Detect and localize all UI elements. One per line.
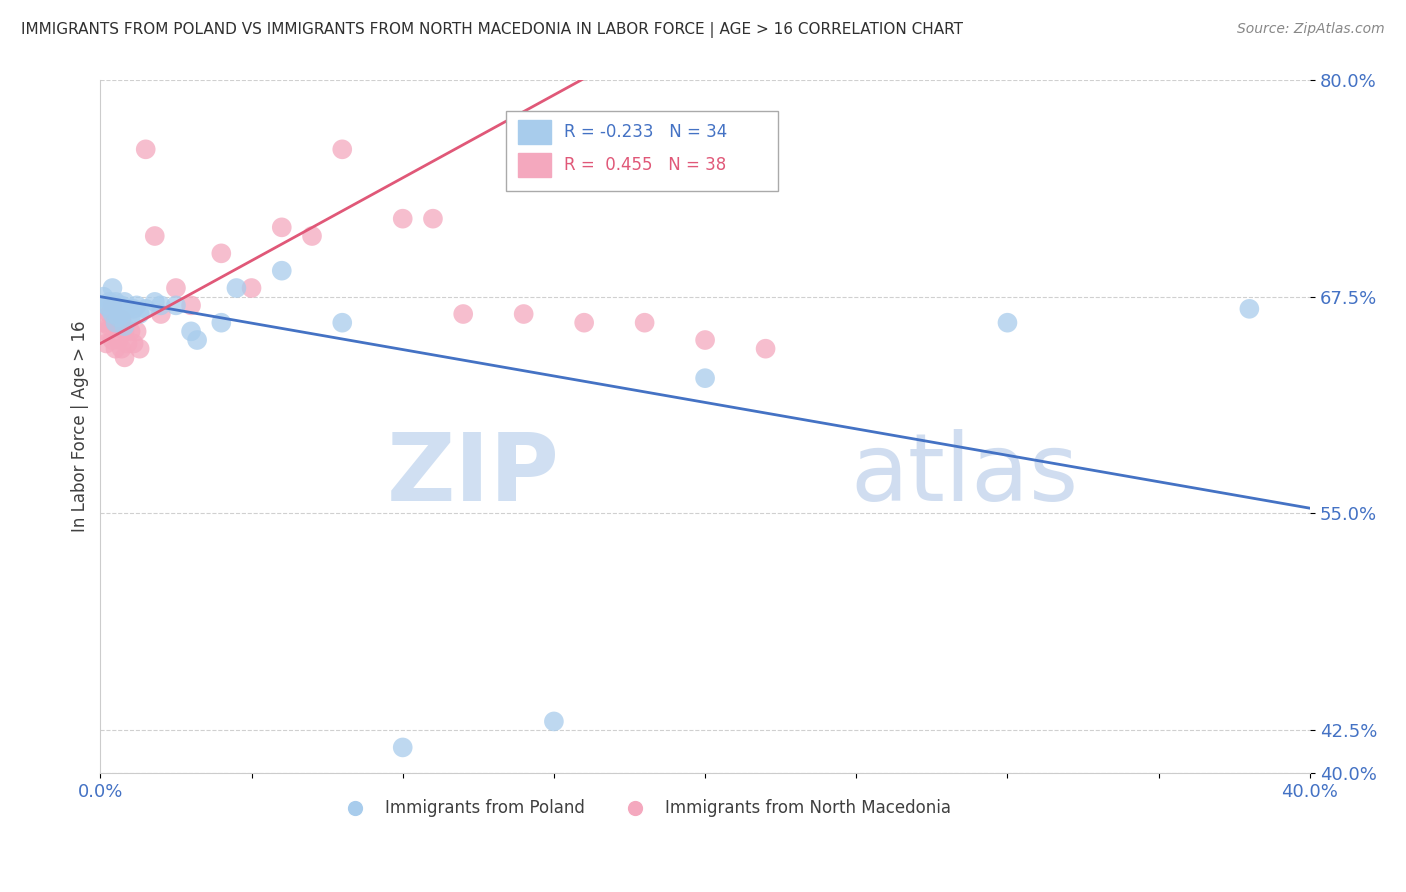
FancyBboxPatch shape — [506, 112, 778, 191]
Point — [143, 294, 166, 309]
Y-axis label: In Labor Force | Age > 16: In Labor Force | Age > 16 — [72, 321, 89, 533]
Bar — [517, 153, 551, 178]
Text: ZIP: ZIP — [387, 429, 560, 521]
Text: R =  0.455   N = 38: R = 0.455 N = 38 — [564, 156, 725, 174]
Point — [270, 220, 292, 235]
Point — [165, 281, 187, 295]
Point — [110, 342, 132, 356]
Point — [270, 263, 292, 277]
Point — [107, 333, 129, 347]
Point — [997, 316, 1019, 330]
Point — [330, 142, 353, 156]
Point — [240, 281, 263, 295]
Point — [101, 307, 124, 321]
Point — [301, 229, 323, 244]
Point — [165, 298, 187, 312]
Point — [122, 336, 145, 351]
Point — [693, 371, 716, 385]
Point — [149, 307, 172, 321]
Point — [125, 324, 148, 338]
Point — [120, 324, 142, 338]
Point — [114, 324, 136, 338]
Point — [104, 342, 127, 356]
Point — [98, 307, 121, 321]
Point — [104, 316, 127, 330]
Point — [143, 229, 166, 244]
Point — [543, 714, 565, 729]
Point — [110, 312, 132, 326]
Point — [104, 316, 127, 330]
Point — [1239, 301, 1261, 316]
Point — [96, 336, 118, 351]
Point — [693, 333, 716, 347]
Legend: Immigrants from Poland, Immigrants from North Macedonia: Immigrants from Poland, Immigrants from … — [332, 793, 957, 824]
Point — [107, 319, 129, 334]
Point — [330, 316, 353, 330]
Point — [422, 211, 444, 226]
Point — [107, 301, 129, 316]
Point — [209, 316, 232, 330]
Point — [98, 294, 121, 309]
Point — [135, 142, 157, 156]
Point — [391, 211, 413, 226]
Point — [128, 342, 150, 356]
Point — [96, 298, 118, 312]
Point — [110, 307, 132, 321]
Point — [391, 740, 413, 755]
Point — [186, 333, 208, 347]
Point — [135, 301, 157, 316]
Point — [114, 319, 136, 334]
Point — [125, 298, 148, 312]
Bar — [517, 120, 551, 145]
Point — [122, 301, 145, 316]
Point — [114, 294, 136, 309]
Text: IMMIGRANTS FROM POLAND VS IMMIGRANTS FROM NORTH MACEDONIA IN LABOR FORCE | AGE >: IMMIGRANTS FROM POLAND VS IMMIGRANTS FRO… — [21, 22, 963, 38]
Point — [209, 246, 232, 260]
Text: Source: ZipAtlas.com: Source: ZipAtlas.com — [1237, 22, 1385, 37]
Point — [149, 298, 172, 312]
Point — [98, 319, 121, 334]
Point — [120, 310, 142, 325]
Point — [117, 301, 139, 316]
Point — [107, 310, 129, 325]
Point — [101, 281, 124, 295]
Text: R = -0.233   N = 34: R = -0.233 N = 34 — [564, 123, 727, 141]
Point — [633, 316, 655, 330]
Point — [225, 281, 247, 295]
Point — [110, 298, 132, 312]
Point — [101, 298, 124, 312]
Point — [180, 298, 202, 312]
Point — [128, 307, 150, 321]
Point — [93, 290, 115, 304]
Point — [180, 324, 202, 338]
Point — [104, 294, 127, 309]
Text: atlas: atlas — [851, 429, 1078, 521]
Point — [98, 301, 121, 316]
Point — [451, 307, 474, 321]
Point — [101, 333, 124, 347]
Point — [572, 316, 595, 330]
Point — [117, 336, 139, 351]
Point — [93, 316, 115, 330]
Point — [96, 324, 118, 338]
Point — [512, 307, 534, 321]
Point — [755, 342, 778, 356]
Point — [114, 351, 136, 365]
